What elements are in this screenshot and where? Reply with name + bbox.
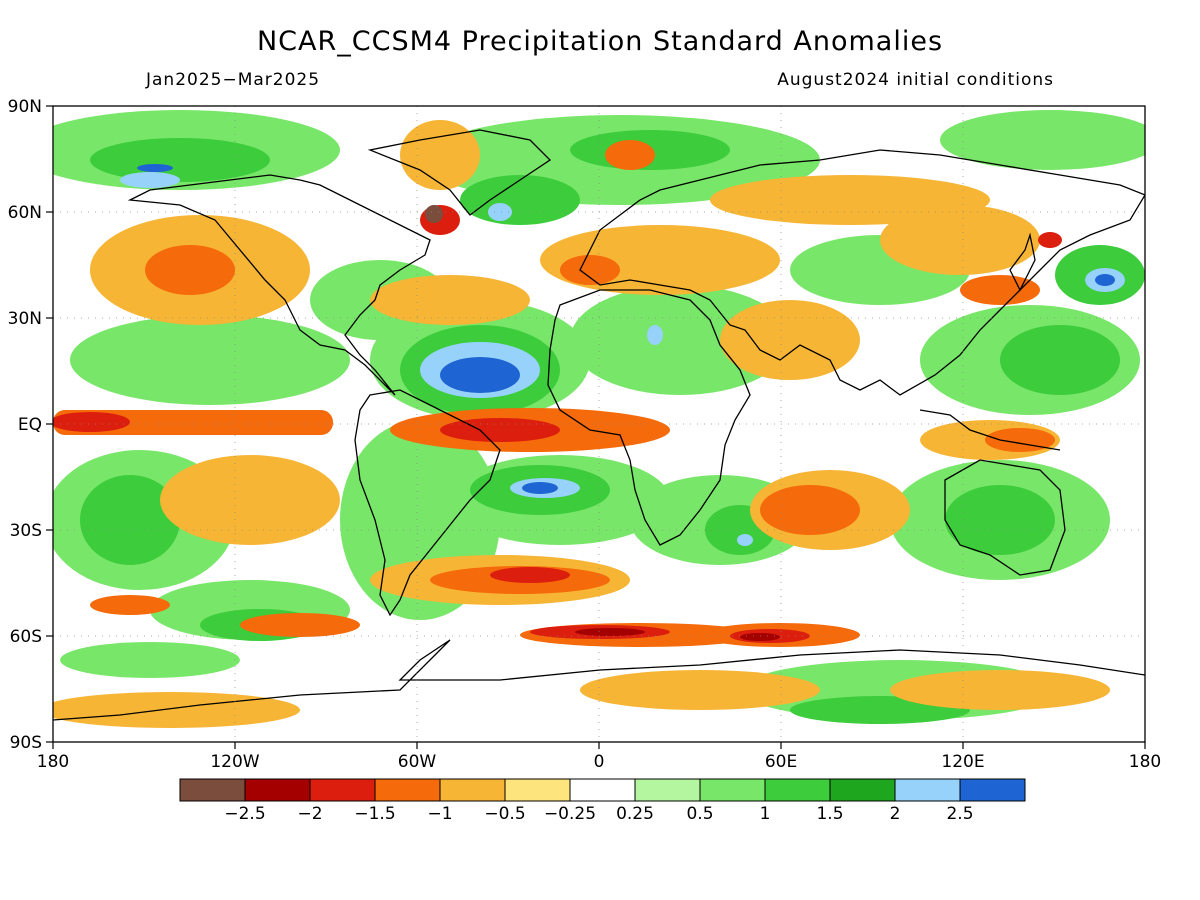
colorbar-label: −2 (297, 804, 322, 824)
colorbar-swatch (309, 778, 376, 802)
lat-label-30n: 30N (8, 309, 42, 329)
colorbar: −2.5 −2 −1.5 −1 −0.5 −0.25 0.25 0.5 1 1.5 2 2.5 (179, 778, 1026, 824)
colorbar-swatch (894, 778, 961, 802)
lat-label-eq: EQ (18, 415, 42, 435)
anomaly-field (53, 106, 1145, 742)
lon-label-120w: 120W (210, 752, 259, 772)
colorbar-swatch (374, 778, 441, 802)
colorbar-label: 0.25 (616, 804, 654, 824)
lat-label-30s: 30S (10, 521, 42, 541)
chart-title: NCAR_CCSM4 Precipitation Standard Anomal… (256, 26, 944, 57)
lat-ticks (46, 105, 53, 743)
lon-label-180w: 180 (37, 752, 69, 772)
colorbar-label: −0.5 (484, 804, 525, 824)
lat-label-60n: 60N (8, 203, 42, 223)
lat-label-90s: 90S (10, 733, 42, 753)
colorbar-label: 1.5 (816, 804, 843, 824)
colorbar-label: 2.5 (946, 804, 973, 824)
colorbar-swatch (569, 778, 636, 802)
colorbar-label: 1 (760, 804, 771, 824)
lon-label-60e: 60E (765, 752, 797, 772)
colorbar-swatch (634, 778, 701, 802)
colorbar-label: −1.5 (354, 804, 395, 824)
colorbar-swatch (244, 778, 311, 802)
lat-label-90n: 90N (8, 97, 42, 117)
initial-conditions: August2024 initial conditions (777, 70, 1054, 90)
colorbar-label: −1 (427, 804, 452, 824)
colorbar-label: 0.5 (686, 804, 713, 824)
colorbar-swatch (699, 778, 766, 802)
colorbar-swatch (829, 778, 896, 802)
colorbar-swatch (504, 778, 571, 802)
colorbar-swatch (764, 778, 831, 802)
lon-label-60w: 60W (398, 752, 437, 772)
lon-label-120e: 120E (941, 752, 984, 772)
colorbar-swatch (439, 778, 506, 802)
colorbar-swatch (959, 778, 1026, 802)
lon-ticks (52, 742, 1146, 749)
coastlines (53, 129, 1145, 721)
colorbar-swatch (179, 778, 246, 802)
lon-label-180e: 180 (1129, 752, 1161, 772)
colorbar-label: 2 (890, 804, 901, 824)
gridlines (53, 106, 1145, 742)
lat-label-60s: 60S (10, 627, 42, 647)
lon-label-0: 0 (594, 752, 605, 772)
colorbar-label: −0.25 (544, 804, 596, 824)
forecast-period: Jan2025−Mar2025 (146, 70, 321, 90)
colorbar-label: −2.5 (224, 804, 265, 824)
